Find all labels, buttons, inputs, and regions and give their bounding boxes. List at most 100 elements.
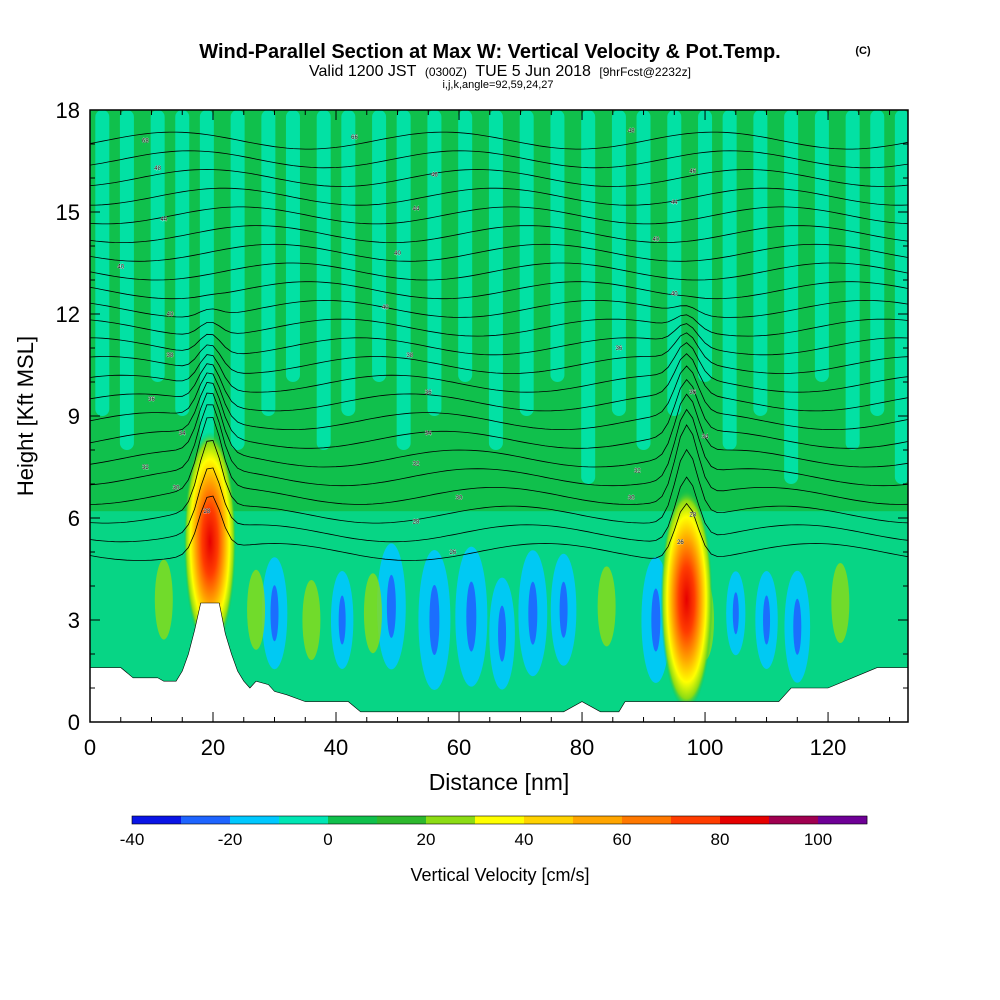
theta-contour-label: 36 xyxy=(425,390,432,396)
y-tick-label: 3 xyxy=(68,608,80,633)
velocity-streak xyxy=(698,110,713,382)
theta-contour-label: 26 xyxy=(450,550,457,556)
colorbar-swatch xyxy=(475,816,525,824)
downdraft-core xyxy=(270,585,279,642)
theta-contour xyxy=(90,378,908,449)
theta-contour-label: 30 xyxy=(456,496,463,502)
colorbar-tick-label: 60 xyxy=(613,830,632,849)
theta-contour-label: 34 xyxy=(179,431,186,437)
x-tick-label: 80 xyxy=(570,735,594,760)
theta-contour-label: 26 xyxy=(677,540,684,546)
velocity-streak xyxy=(95,110,110,416)
colorbar-swatch xyxy=(818,816,868,824)
theta-contour xyxy=(90,417,908,505)
subtitle-date: TUE 5 Jun 2018 xyxy=(475,63,591,80)
downdraft-core xyxy=(386,574,396,638)
velocity-streak xyxy=(894,110,908,484)
x-axis: 0 20 40 60 80 100 120 xyxy=(84,110,891,760)
colorbar-tick-label: 40 xyxy=(515,830,534,849)
theta-contour-label: 68 xyxy=(142,139,149,145)
theta-contour xyxy=(90,131,908,150)
y-tick-label: 0 xyxy=(68,710,80,735)
velocity-streak xyxy=(119,110,134,450)
downdraft-core xyxy=(651,588,661,652)
downdraft-core xyxy=(763,595,771,645)
downdraft-core xyxy=(429,585,440,655)
plot-area: 68 66 48 48 46 46 44 44 44 40 40 40 40 40 40 38 38 36 36 36… xyxy=(90,110,908,722)
theta-contour-label: 32 xyxy=(413,462,420,468)
theta-contour-label: 38 xyxy=(406,353,413,359)
velocity-streak xyxy=(870,110,885,416)
downdraft-core xyxy=(466,581,477,652)
subtitle-valid: Valid 1200 JST xyxy=(309,63,417,80)
theta-contour xyxy=(90,365,908,430)
theta-contour-label: 36 xyxy=(148,397,155,403)
velocity-streak xyxy=(753,110,768,416)
theta-contour-label: 36 xyxy=(689,390,696,396)
colorbar-frame xyxy=(131,815,868,825)
downdraft-core xyxy=(338,595,346,645)
colorbar-tick-label: 0 xyxy=(323,830,332,849)
theta-contour-label: 44 xyxy=(413,207,420,213)
downdraft-core xyxy=(498,605,507,662)
chart-title-mark: (C) xyxy=(855,45,871,57)
colorbar-tick-label: 20 xyxy=(417,830,436,849)
theta-contour xyxy=(90,299,908,318)
velocity-streak xyxy=(550,110,565,382)
colorbar-swatch xyxy=(622,816,672,824)
updraft-core-1 xyxy=(183,431,236,652)
velocity-streak xyxy=(341,110,356,416)
chart-titles: Wind-Parallel Section at Max W: Vertical… xyxy=(199,41,871,91)
terrain xyxy=(90,602,908,722)
colorbar-swatch xyxy=(279,816,329,824)
colorbar-swatch xyxy=(181,816,231,824)
velocity-streak xyxy=(845,110,860,450)
velocity-streak xyxy=(396,110,411,450)
velocity-streak xyxy=(150,110,165,382)
theta-contour-label: 40 xyxy=(394,251,401,257)
velocity-streak xyxy=(814,110,829,382)
theta-contour-label: 32 xyxy=(634,468,641,474)
theta-contour-label: 44 xyxy=(671,200,678,206)
theta-contour-label: 66 xyxy=(351,135,358,141)
downdraft-core xyxy=(732,592,739,635)
theta-contour xyxy=(90,206,908,225)
y-tick-label: 6 xyxy=(68,506,80,531)
theta-contour xyxy=(90,404,908,487)
theta-contour-label: 28 xyxy=(204,509,211,515)
theta-contour-label: 32 xyxy=(142,465,149,471)
colorbar-swatch xyxy=(426,816,476,824)
colorbar: -40 -20 0 20 40 60 80 100 xyxy=(120,815,868,849)
velocity-streak xyxy=(636,110,651,450)
velocity-streak xyxy=(611,110,626,416)
x-tick-label: 0 xyxy=(84,735,96,760)
colorbar-swatch xyxy=(720,816,770,824)
velocity-streak xyxy=(519,110,534,416)
x-tick-label: 40 xyxy=(324,735,348,760)
theta-contour xyxy=(90,495,908,561)
theta-contour-label: 48 xyxy=(154,166,161,172)
theta-contour-label: 48 xyxy=(628,128,635,134)
velocity-streak xyxy=(722,110,737,450)
x-tick-label: 60 xyxy=(447,735,471,760)
colorbar-tick-label: -20 xyxy=(218,830,243,849)
theta-contour xyxy=(90,169,908,187)
theta-contour-label: 30 xyxy=(173,485,180,491)
theta-contour-label: 40 xyxy=(382,305,389,311)
theta-contour xyxy=(90,467,908,543)
x-tick-label: 120 xyxy=(810,735,847,760)
theta-contour xyxy=(90,314,908,337)
colorbar-swatch xyxy=(671,816,721,824)
theta-contour-label: 34 xyxy=(425,431,432,437)
updraft-core-2 xyxy=(660,489,713,710)
theta-contour xyxy=(90,392,908,468)
x-axis-label: Distance [nm] xyxy=(429,769,570,795)
theta-contour-label: 34 xyxy=(702,434,709,440)
theta-contour-label: 28 xyxy=(413,519,420,525)
theta-contour-label: 40 xyxy=(652,237,659,243)
velocity-streak xyxy=(261,110,276,416)
chart-title: Wind-Parallel Section at Max W: Vertical… xyxy=(199,41,780,63)
updraft-cell xyxy=(363,573,382,654)
